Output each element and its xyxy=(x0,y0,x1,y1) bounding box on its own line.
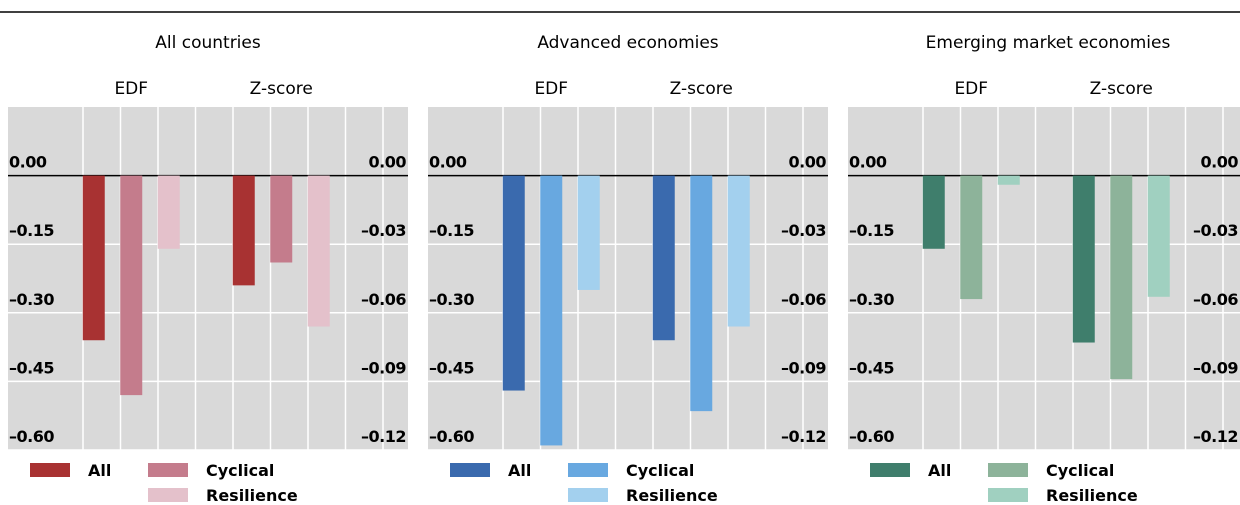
legend-label: All xyxy=(928,461,951,480)
group-label: Z-score xyxy=(670,79,733,99)
bar xyxy=(270,175,293,263)
legend-swatch xyxy=(870,463,910,477)
y2-tick-label: –0.12 xyxy=(361,427,406,446)
y-tick-label: 0.00 xyxy=(9,153,47,172)
legend-swatch xyxy=(988,463,1028,477)
bar xyxy=(652,175,675,341)
bar xyxy=(1072,175,1095,343)
group-label: EDF xyxy=(954,79,988,99)
bar xyxy=(307,175,330,327)
y2-tick-label: –0.12 xyxy=(781,427,826,446)
legend-label: All xyxy=(88,461,111,480)
group-label: EDF xyxy=(534,79,568,99)
legend-label: All xyxy=(508,461,531,480)
bar xyxy=(120,175,143,396)
y2-tick-label: 0.00 xyxy=(369,153,407,172)
y2-tick-label: –0.12 xyxy=(1193,427,1238,446)
y2-tick-label: –0.03 xyxy=(1193,221,1238,240)
plot-area xyxy=(8,107,408,450)
y-tick-label: 0.00 xyxy=(849,153,887,172)
legend-label: Cyclical xyxy=(206,461,274,480)
y-tick-label: –0.30 xyxy=(429,290,474,309)
legend-swatch xyxy=(148,463,188,477)
bar xyxy=(82,175,105,341)
y2-tick-label: –0.06 xyxy=(1193,290,1238,309)
group-label: Z-score xyxy=(250,79,313,99)
bar xyxy=(1147,175,1170,297)
y2-tick-label: –0.09 xyxy=(781,358,826,377)
y-tick-label: –0.30 xyxy=(849,290,894,309)
y-tick-label: –0.15 xyxy=(429,221,474,240)
legend-label: Resilience xyxy=(206,486,298,505)
y-tick-label: –0.45 xyxy=(429,358,474,377)
y-tick-label: –0.60 xyxy=(849,427,894,446)
y2-tick-label: –0.06 xyxy=(781,290,826,309)
y-tick-label: –0.30 xyxy=(9,290,54,309)
bar xyxy=(577,175,600,290)
bar xyxy=(922,175,945,249)
bar xyxy=(540,175,563,446)
legend-label: Cyclical xyxy=(626,461,694,480)
bar xyxy=(232,175,255,286)
y-tick-label: –0.15 xyxy=(849,221,894,240)
panel-title: All countries xyxy=(155,33,261,53)
y-tick-label: –0.60 xyxy=(429,427,474,446)
bar xyxy=(1110,175,1133,380)
bar xyxy=(997,175,1020,185)
panel-title: Advanced economies xyxy=(537,33,718,53)
legend-swatch xyxy=(148,488,188,502)
y-tick-label: –0.60 xyxy=(9,427,54,446)
bar xyxy=(157,175,180,249)
legend-label: Resilience xyxy=(626,486,718,505)
legend-label: Resilience xyxy=(1046,486,1138,505)
plot-area xyxy=(428,107,828,450)
y2-tick-label: –0.09 xyxy=(361,358,406,377)
legend-swatch xyxy=(568,463,608,477)
legend-swatch xyxy=(988,488,1028,502)
legend-swatch xyxy=(568,488,608,502)
bar xyxy=(727,175,750,327)
y2-tick-label: –0.03 xyxy=(361,221,406,240)
y2-tick-label: –0.06 xyxy=(361,290,406,309)
group-label: EDF xyxy=(114,79,148,99)
y-tick-label: –0.45 xyxy=(849,358,894,377)
plot-area xyxy=(848,107,1240,450)
legend-swatch xyxy=(30,463,70,477)
group-label: Z-score xyxy=(1090,79,1153,99)
y2-tick-label: –0.09 xyxy=(1193,358,1238,377)
legend-label: Cyclical xyxy=(1046,461,1114,480)
bar xyxy=(960,175,983,300)
y-tick-label: –0.15 xyxy=(9,221,54,240)
y2-tick-label: –0.03 xyxy=(781,221,826,240)
bar xyxy=(502,175,525,391)
y2-tick-label: 0.00 xyxy=(1201,153,1239,172)
y-tick-label: 0.00 xyxy=(429,153,467,172)
y-tick-label: –0.45 xyxy=(9,358,54,377)
bar xyxy=(690,175,713,412)
legend-swatch xyxy=(450,463,490,477)
panel-title: Emerging market economies xyxy=(926,33,1171,53)
y2-tick-label: 0.00 xyxy=(789,153,827,172)
